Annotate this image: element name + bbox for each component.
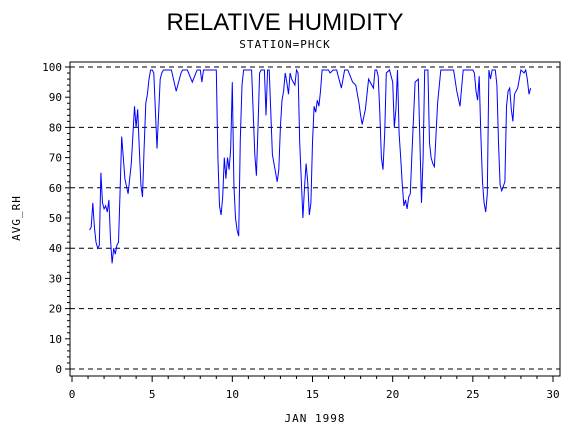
x-tick-label-15: 15 [306, 388, 319, 401]
y-tick-label-100: 100 [42, 61, 62, 74]
y-tick-label-0: 0 [55, 363, 62, 376]
y-tick-label-80: 80 [49, 121, 62, 134]
x-tick-label-25: 25 [466, 388, 479, 401]
series-line-0 [89, 68, 532, 264]
x-tick-label-30: 30 [546, 388, 559, 401]
y-tick-label-70: 70 [49, 152, 62, 165]
y-tick-label-20: 20 [49, 303, 62, 316]
x-tick-label-10: 10 [226, 388, 239, 401]
y-tick-label-60: 60 [49, 182, 62, 195]
x-tick-label-20: 20 [386, 388, 399, 401]
x-tick-label-0: 0 [69, 388, 76, 401]
plot-area-frame [69, 61, 561, 377]
y-tick-label-30: 30 [49, 272, 62, 285]
y-tick-label-40: 40 [49, 242, 62, 255]
y-axis: 0 10 20 30 40 50 60 70 80 90 100 [42, 61, 70, 376]
y-tick-label-90: 90 [49, 91, 62, 104]
x-axis-label: JAN 1998 [285, 412, 346, 425]
y-tick-label-50: 50 [49, 212, 62, 225]
grid-lines [70, 66, 560, 370]
chart-title: RELATIVE HUMIDITY [167, 9, 404, 36]
x-tick-label-5: 5 [149, 388, 156, 401]
x-axis: 0 5 10 15 20 25 30 [69, 376, 560, 401]
y-axis-label: AVG_RH [10, 195, 23, 241]
chart-subtitle: STATION=PHCK [239, 38, 330, 51]
series-layer [89, 68, 532, 264]
y-tick-label-10: 10 [49, 333, 62, 346]
